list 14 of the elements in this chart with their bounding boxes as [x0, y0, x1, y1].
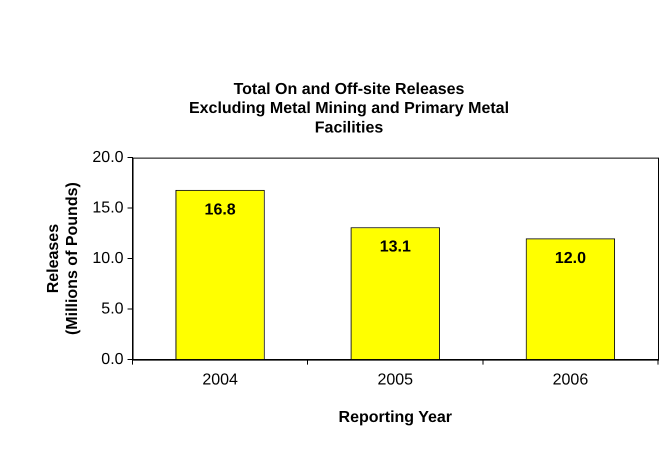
y-axis-title: Releases (Millions of Pounds): [45, 182, 82, 336]
y-tick-label: 0.0: [101, 351, 124, 368]
y-tick-label: 20.0: [92, 149, 124, 166]
y-tick-label: 15.0: [92, 200, 124, 217]
data-label: 13.1: [380, 238, 411, 256]
x-tick-label: 2004: [202, 372, 238, 389]
x-tick-label: 2005: [377, 372, 414, 389]
chart-title: Total On and Off-site Releases Excluding Metal Mining and Primary Metal Facilities: [188, 81, 510, 136]
x-tick-label: 2006: [552, 372, 588, 389]
data-label: 16.8: [204, 201, 236, 218]
data-label: 12.0: [554, 250, 586, 267]
y-tick-label: 10.0: [92, 250, 124, 268]
y-tick-label: 5.0: [101, 300, 124, 318]
x-axis-title: Reporting Year: [338, 408, 452, 426]
